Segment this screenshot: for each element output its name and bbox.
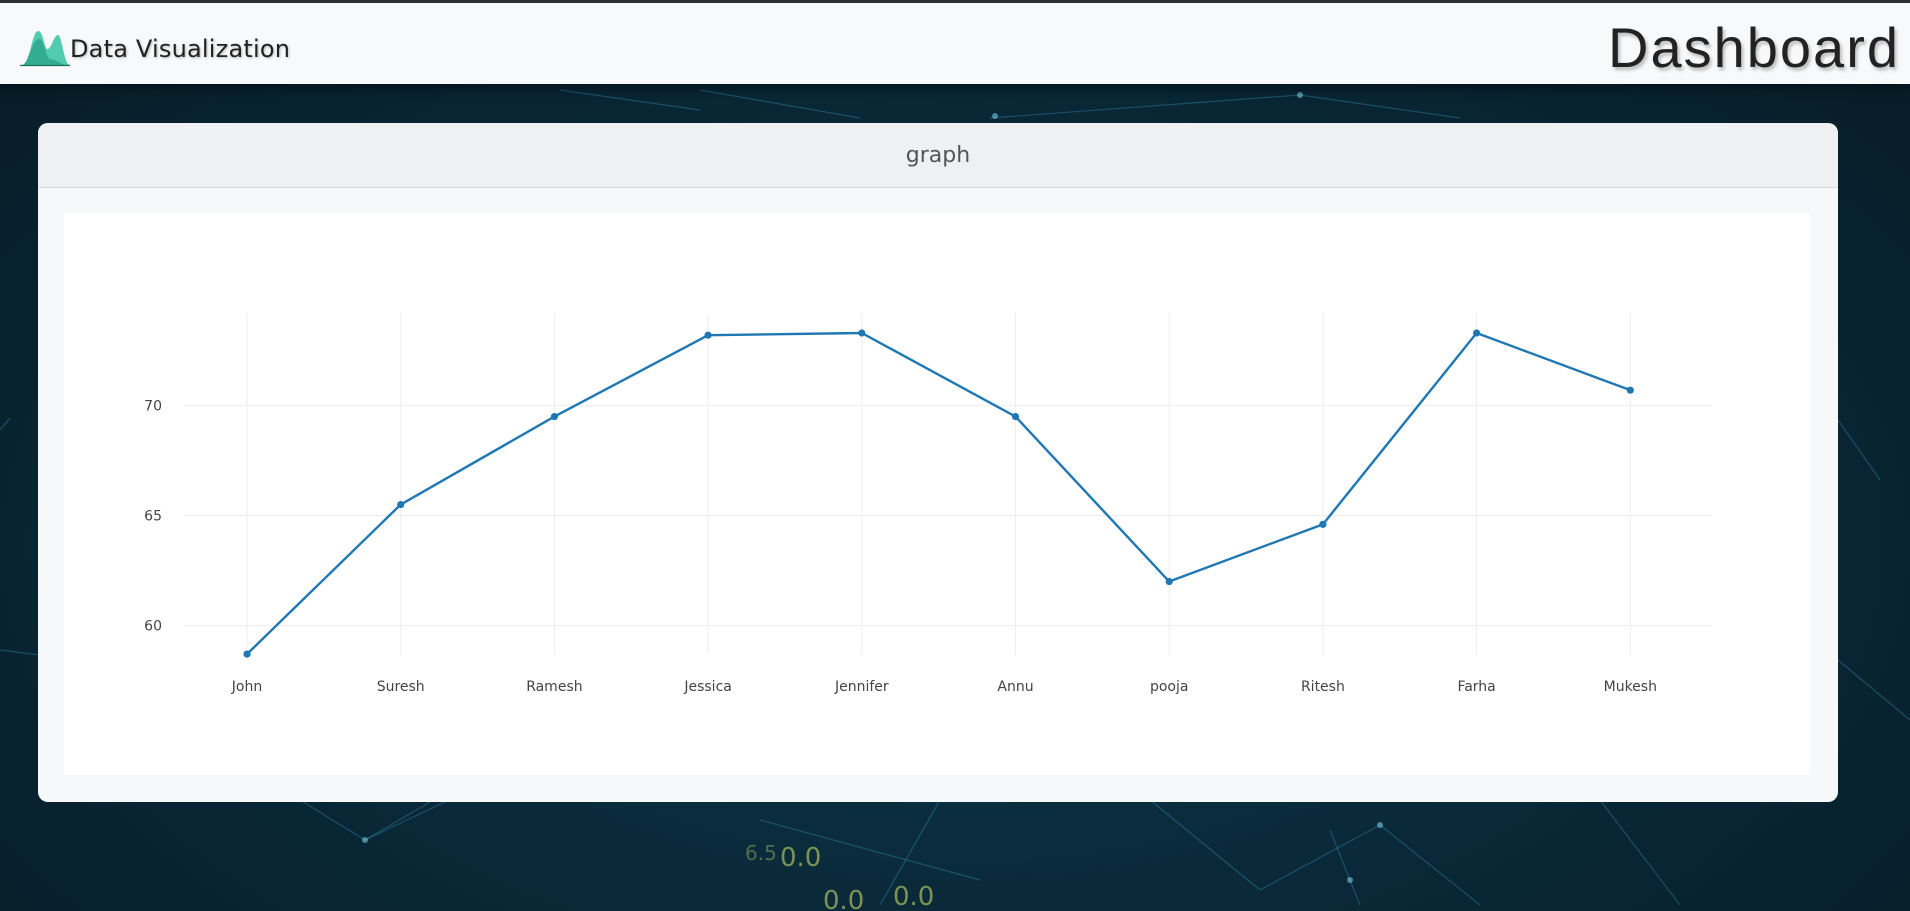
x-tick-label: pooja bbox=[1150, 679, 1189, 695]
data-point bbox=[1165, 577, 1173, 586]
svg-text:0.0: 0.0 bbox=[780, 843, 821, 873]
data-point bbox=[1011, 412, 1020, 421]
svg-text:0.0: 0.0 bbox=[893, 882, 934, 911]
data-point bbox=[1626, 386, 1634, 394]
x-tick-label: Annu bbox=[997, 679, 1033, 695]
data-point bbox=[858, 329, 866, 337]
svg-text:6.5: 6.5 bbox=[745, 841, 777, 865]
data-point bbox=[1473, 329, 1481, 337]
brand-name: Data Visualization bbox=[70, 35, 291, 63]
x-tick-label: Jessica bbox=[683, 679, 732, 695]
x-tick-label: Jennifer bbox=[834, 679, 889, 695]
brand[interactable]: Data Visualization bbox=[20, 29, 290, 69]
data-point bbox=[397, 500, 405, 509]
line-chart: 60 65 70 John Suresh Ramesh Jessica Jennifer Ann… bbox=[144, 313, 1712, 695]
graph-card: graph 60 65 70 John Suresh Ramesh Jessica Jenni… bbox=[38, 123, 1838, 802]
data-point bbox=[704, 331, 712, 339]
x-tick-label: Ramesh bbox=[526, 679, 582, 695]
x-tick-label: Farha bbox=[1457, 679, 1495, 695]
bell-curve-logo-icon bbox=[20, 31, 70, 67]
x-tick-label: John bbox=[231, 679, 262, 695]
y-tick-label: 65 bbox=[144, 509, 162, 525]
data-point bbox=[243, 650, 251, 658]
x-tick-label: Suresh bbox=[377, 679, 425, 695]
x-tick-label: Ritesh bbox=[1301, 679, 1345, 695]
card-header: graph bbox=[38, 123, 1838, 188]
card-title: graph bbox=[905, 142, 971, 168]
y-tick-label: 70 bbox=[144, 399, 162, 415]
y-tick-label: 60 bbox=[144, 619, 162, 635]
data-point bbox=[550, 412, 558, 421]
top-navbar: Data Visualization Dashboard bbox=[0, 0, 1910, 84]
x-tick-label: Mukesh bbox=[1604, 679, 1657, 695]
svg-text:0.0: 0.0 bbox=[823, 886, 864, 911]
plot-area: 60 65 70 John Suresh Ramesh Jessica Jennifer Ann… bbox=[64, 213, 1810, 775]
data-point bbox=[1319, 520, 1327, 528]
series-line bbox=[246, 331, 1631, 655]
page-title: Dashboard bbox=[1608, 16, 1900, 79]
